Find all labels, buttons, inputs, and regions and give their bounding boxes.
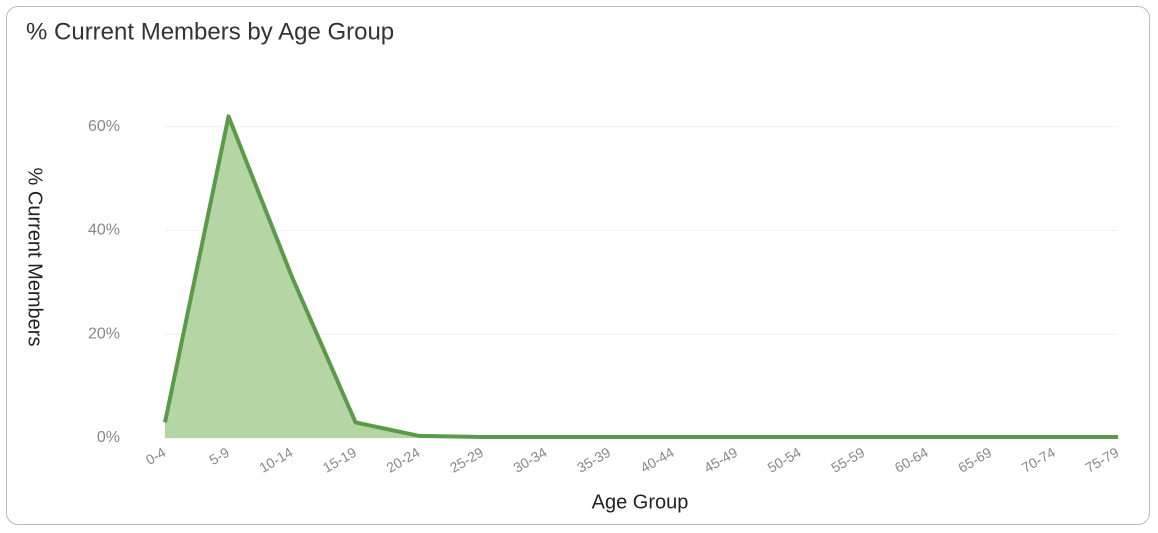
x-tick-label: 0-4 <box>143 444 169 468</box>
x-tick-label: 35-39 <box>574 444 613 476</box>
y-tick-label: 0% <box>97 429 120 446</box>
x-tick-label: 65-69 <box>955 444 994 476</box>
x-tick-label: 60-64 <box>892 444 931 476</box>
x-tick-label: 70-74 <box>1019 444 1058 476</box>
x-tick-label: 75-79 <box>1082 444 1121 476</box>
x-tick-label: 30-34 <box>511 444 550 476</box>
x-tick-label: 25-29 <box>447 444 486 476</box>
card <box>6 6 1150 525</box>
x-axis-title: Age Group <box>592 491 689 513</box>
area <box>165 116 1118 438</box>
y-tick-label: 20% <box>88 325 120 342</box>
x-tick-label: 50-54 <box>765 444 804 476</box>
chart-title: % Current Members by Age Group <box>26 18 394 45</box>
y-tick-label: 40% <box>88 222 120 239</box>
x-tick-label: 45-49 <box>701 444 740 476</box>
y-tick-label: 60% <box>88 118 120 135</box>
line <box>163 114 1118 439</box>
x-tick-label: 10-14 <box>256 444 295 476</box>
y-axis-title: % Current Members <box>24 168 46 347</box>
x-tick-label: 40-44 <box>638 444 677 476</box>
x-tick-label: 55-59 <box>828 444 867 476</box>
x-tick-label: 5-9 <box>206 444 232 468</box>
x-tick-label: 15-19 <box>320 444 359 476</box>
x-tick-label: 20-24 <box>383 444 422 476</box>
